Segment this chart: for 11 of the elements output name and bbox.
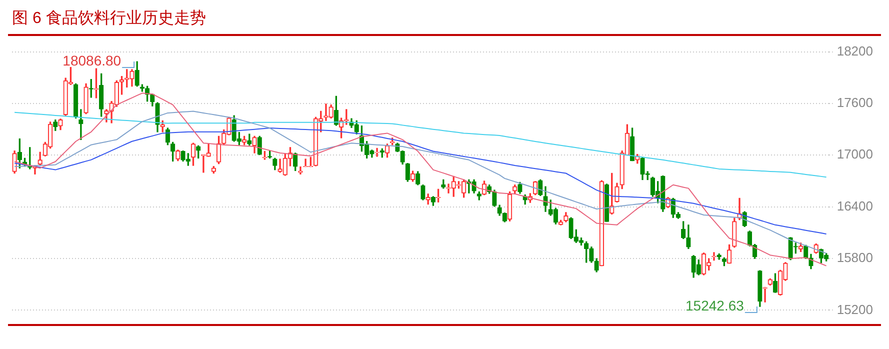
y-tick-label: 15200 bbox=[836, 302, 874, 317]
y-tick-label: 18200 bbox=[836, 43, 874, 58]
annotation: 15242.63 bbox=[686, 297, 744, 314]
candlestick bbox=[78, 109, 84, 140]
y-tick-label: 15800 bbox=[836, 250, 874, 266]
candlestick bbox=[762, 287, 768, 302]
annotation: 18086.80 bbox=[62, 52, 122, 68]
chart-title: 图 6 食品饮料行业历史走势 bbox=[8, 8, 881, 36]
y-tick-label: 17000 bbox=[836, 146, 874, 162]
y-tick-label: 17600 bbox=[836, 95, 874, 110]
y-tick-label: 16400 bbox=[836, 198, 874, 214]
